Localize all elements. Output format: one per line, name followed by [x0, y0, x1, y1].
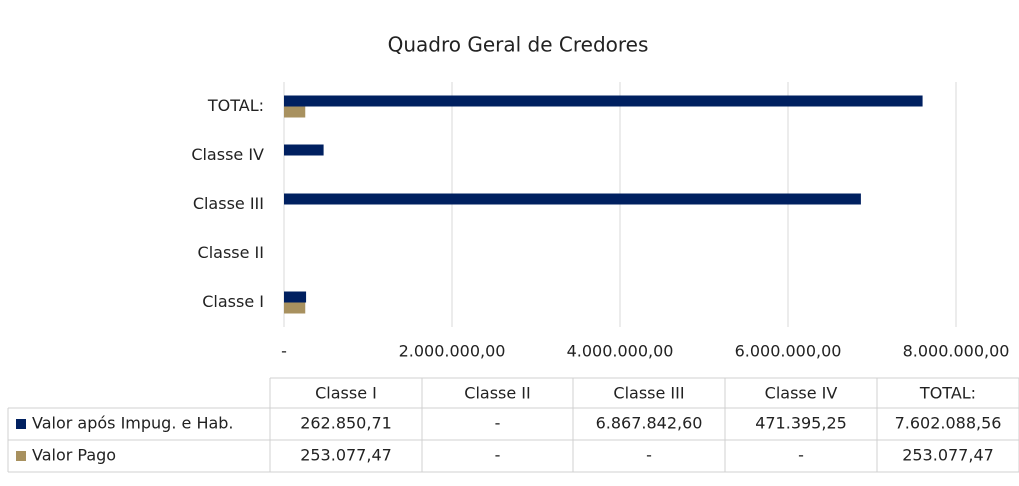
table-cell: -	[646, 446, 652, 465]
legend-swatch	[16, 419, 26, 429]
table-cell: -	[495, 446, 501, 465]
y-tick-label: Classe IV	[191, 145, 264, 164]
table-header: TOTAL:	[919, 384, 976, 403]
y-tick-label: Classe I	[202, 292, 264, 311]
table-header: Classe I	[315, 384, 377, 403]
table-header: Classe IV	[765, 384, 838, 403]
y-tick-label: Classe II	[198, 243, 264, 262]
table-cell: -	[798, 446, 804, 465]
bar	[284, 291, 307, 303]
legend-label: Valor Pago	[32, 446, 116, 465]
x-tick-label: 6.000.000,00	[735, 342, 842, 361]
legend-label: Valor após Impug. e Hab.	[32, 414, 234, 433]
legend-swatch	[16, 451, 26, 461]
y-tick-label: Classe III	[193, 194, 264, 213]
bar	[284, 302, 306, 314]
bar	[284, 95, 923, 107]
chart-title: Quadro Geral de Credores	[388, 33, 649, 57]
table-cell: -	[495, 414, 501, 433]
bar	[284, 144, 324, 156]
bar	[284, 193, 861, 205]
table-header: Classe II	[464, 384, 530, 403]
x-tick-label: -	[281, 342, 287, 361]
table-cell: 253.077,47	[300, 446, 392, 465]
table-cell: 6.867.842,60	[596, 414, 703, 433]
x-tick-label: 8.000.000,00	[903, 342, 1010, 361]
table-cell: 253.077,47	[902, 446, 994, 465]
table-cell: 7.602.088,56	[895, 414, 1002, 433]
y-tick-label: TOTAL:	[207, 96, 264, 115]
x-tick-label: 4.000.000,00	[567, 342, 674, 361]
bar	[284, 106, 306, 118]
table-cell: 471.395,25	[755, 414, 847, 433]
x-tick-label: 2.000.000,00	[399, 342, 506, 361]
table-cell: 262.850,71	[300, 414, 392, 433]
table-header: Classe III	[613, 384, 684, 403]
